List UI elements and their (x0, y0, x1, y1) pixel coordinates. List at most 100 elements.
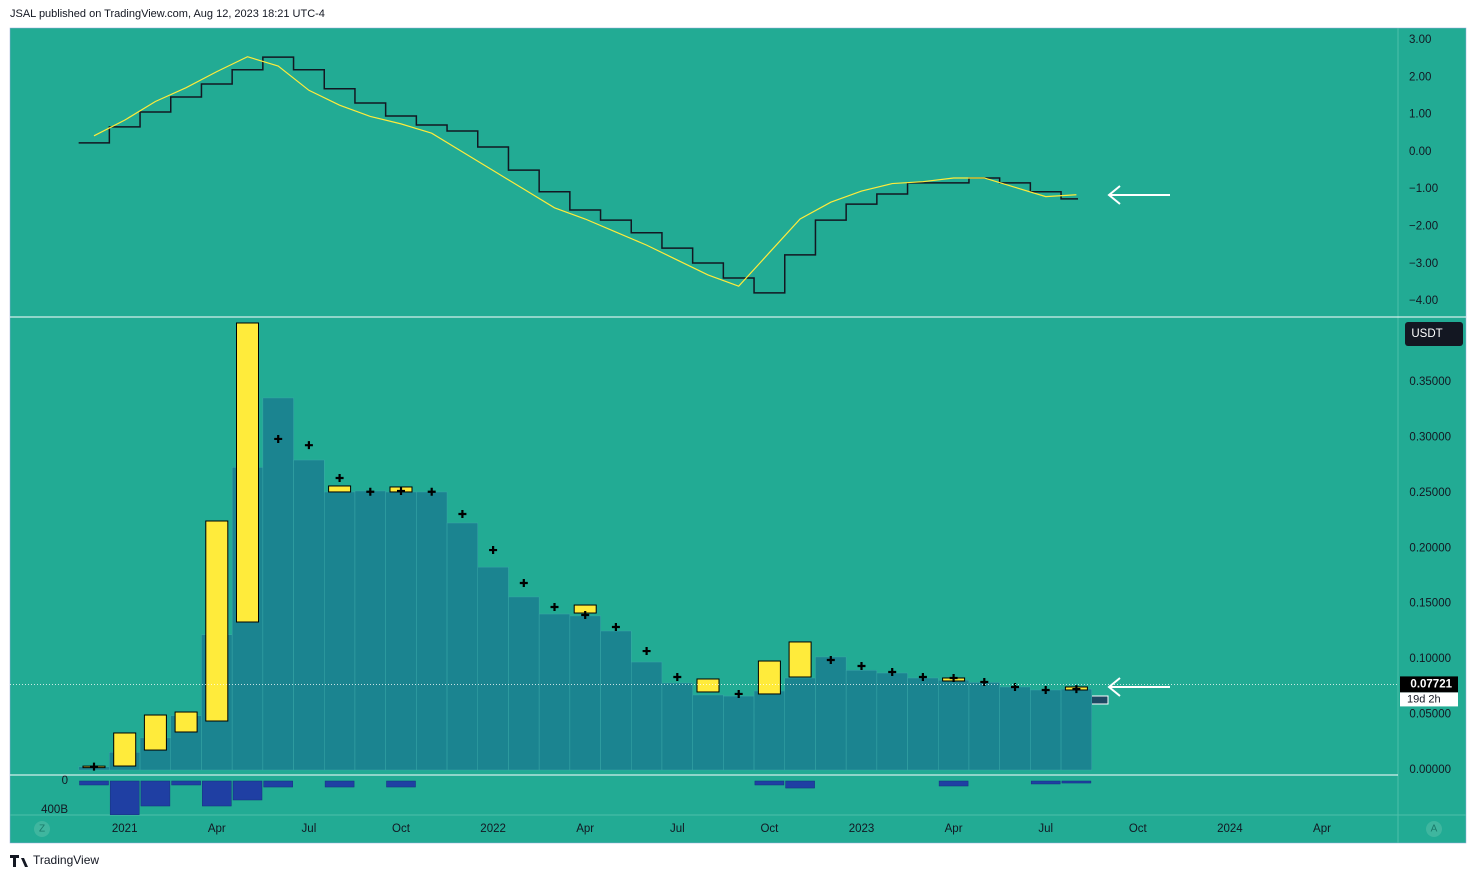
button[interactable] (34, 821, 50, 837)
y-tick-label: 1.00 (1409, 109, 1431, 121)
column (815, 656, 847, 771)
column (692, 694, 724, 771)
column (385, 491, 417, 771)
marker (519, 578, 528, 587)
x-tick-label: Apr (576, 823, 594, 835)
volume-bar (386, 780, 416, 788)
button-label[interactable]: Z (39, 824, 45, 835)
button[interactable] (1426, 821, 1442, 837)
indicator-line (78, 56, 1078, 294)
marker (550, 603, 559, 612)
y-tick-label: 0.30000 (1409, 431, 1451, 443)
volume-bar (140, 780, 171, 807)
x-tick-label: Apr (945, 823, 963, 835)
marker (304, 441, 313, 450)
column (600, 630, 632, 771)
candle-body (696, 678, 720, 693)
column (907, 677, 939, 771)
y-tick-label: 0.05000 (1409, 709, 1451, 721)
countdown-box (1400, 692, 1458, 707)
last-price-label: 0.07721 (1410, 678, 1452, 690)
column (293, 459, 325, 771)
column (324, 491, 356, 771)
x-tick-label: 2021 (112, 823, 138, 835)
marker (888, 668, 897, 677)
volume-bar (1030, 780, 1061, 785)
volume-bar (785, 780, 815, 789)
volume-bar (202, 780, 232, 807)
column (416, 491, 448, 771)
column (446, 522, 478, 771)
column (262, 397, 294, 771)
column (784, 677, 816, 771)
volume-bar (754, 780, 785, 786)
footer: TradingView (33, 853, 99, 867)
column (508, 596, 540, 771)
currency-badge (1405, 322, 1463, 346)
x-tick-label: 2023 (849, 823, 875, 835)
volume-bar (232, 780, 263, 801)
marker (366, 487, 375, 496)
y-tick-label: −3.00 (1409, 258, 1438, 270)
y-tick-label: 3.00 (1409, 34, 1431, 46)
y-tick-label: 0.00 (1409, 146, 1431, 158)
x-tick-label: Oct (760, 823, 779, 835)
column (999, 686, 1031, 771)
marker (611, 622, 620, 631)
indicator-line (93, 56, 1077, 287)
column (631, 661, 663, 771)
y-tick-label: −4.00 (1409, 295, 1438, 307)
column (354, 490, 386, 771)
volume-bar (109, 780, 140, 815)
marker (1041, 685, 1050, 694)
y-tick-label: 0.15000 (1409, 598, 1451, 610)
marker (335, 473, 344, 482)
y-tick-label: 0.35000 (1409, 376, 1451, 388)
marker (826, 656, 835, 665)
column (661, 682, 693, 771)
marker (918, 672, 927, 681)
publish-header: JSAL published on TradingView.com, Aug 1… (10, 8, 325, 20)
marker (458, 510, 467, 519)
column (477, 566, 509, 771)
marker (489, 546, 498, 555)
volume-bar (324, 780, 355, 788)
column (876, 672, 908, 771)
candle-body (113, 732, 137, 767)
button-label[interactable]: A (1431, 824, 1438, 835)
x-tick-label: Apr (208, 823, 226, 835)
y-tick-label: 0.10000 (1409, 653, 1451, 665)
candle-body (143, 714, 167, 751)
marker (857, 662, 866, 671)
currency-label: USDT (1411, 328, 1442, 340)
candle-body (757, 660, 781, 695)
volume-bar (938, 780, 969, 787)
column (538, 613, 571, 771)
candle-body (236, 322, 259, 623)
logo (10, 855, 28, 867)
marker (1072, 685, 1081, 694)
last-price-box (1400, 676, 1458, 693)
marker (581, 611, 590, 620)
arrow (1107, 185, 1170, 697)
column (938, 679, 970, 771)
marker (90, 762, 98, 771)
column (1030, 689, 1062, 771)
volume-bar (1061, 780, 1092, 784)
x-tick-label: 2022 (480, 823, 506, 835)
column (723, 695, 755, 771)
x-tick-label: Oct (1129, 823, 1148, 835)
y-tick-label: 2.00 (1409, 71, 1431, 83)
x-tick-label: Jul (670, 823, 685, 835)
marker (642, 647, 651, 656)
marker (949, 673, 958, 682)
x-tick-label: 2024 (1217, 823, 1243, 835)
candle-body (328, 485, 352, 493)
candle-body (788, 641, 812, 678)
volume-bar (171, 780, 201, 786)
x-tick-label: Jul (302, 823, 317, 835)
volume-bar (263, 780, 293, 788)
x-tick-label: Apr (1313, 823, 1331, 835)
